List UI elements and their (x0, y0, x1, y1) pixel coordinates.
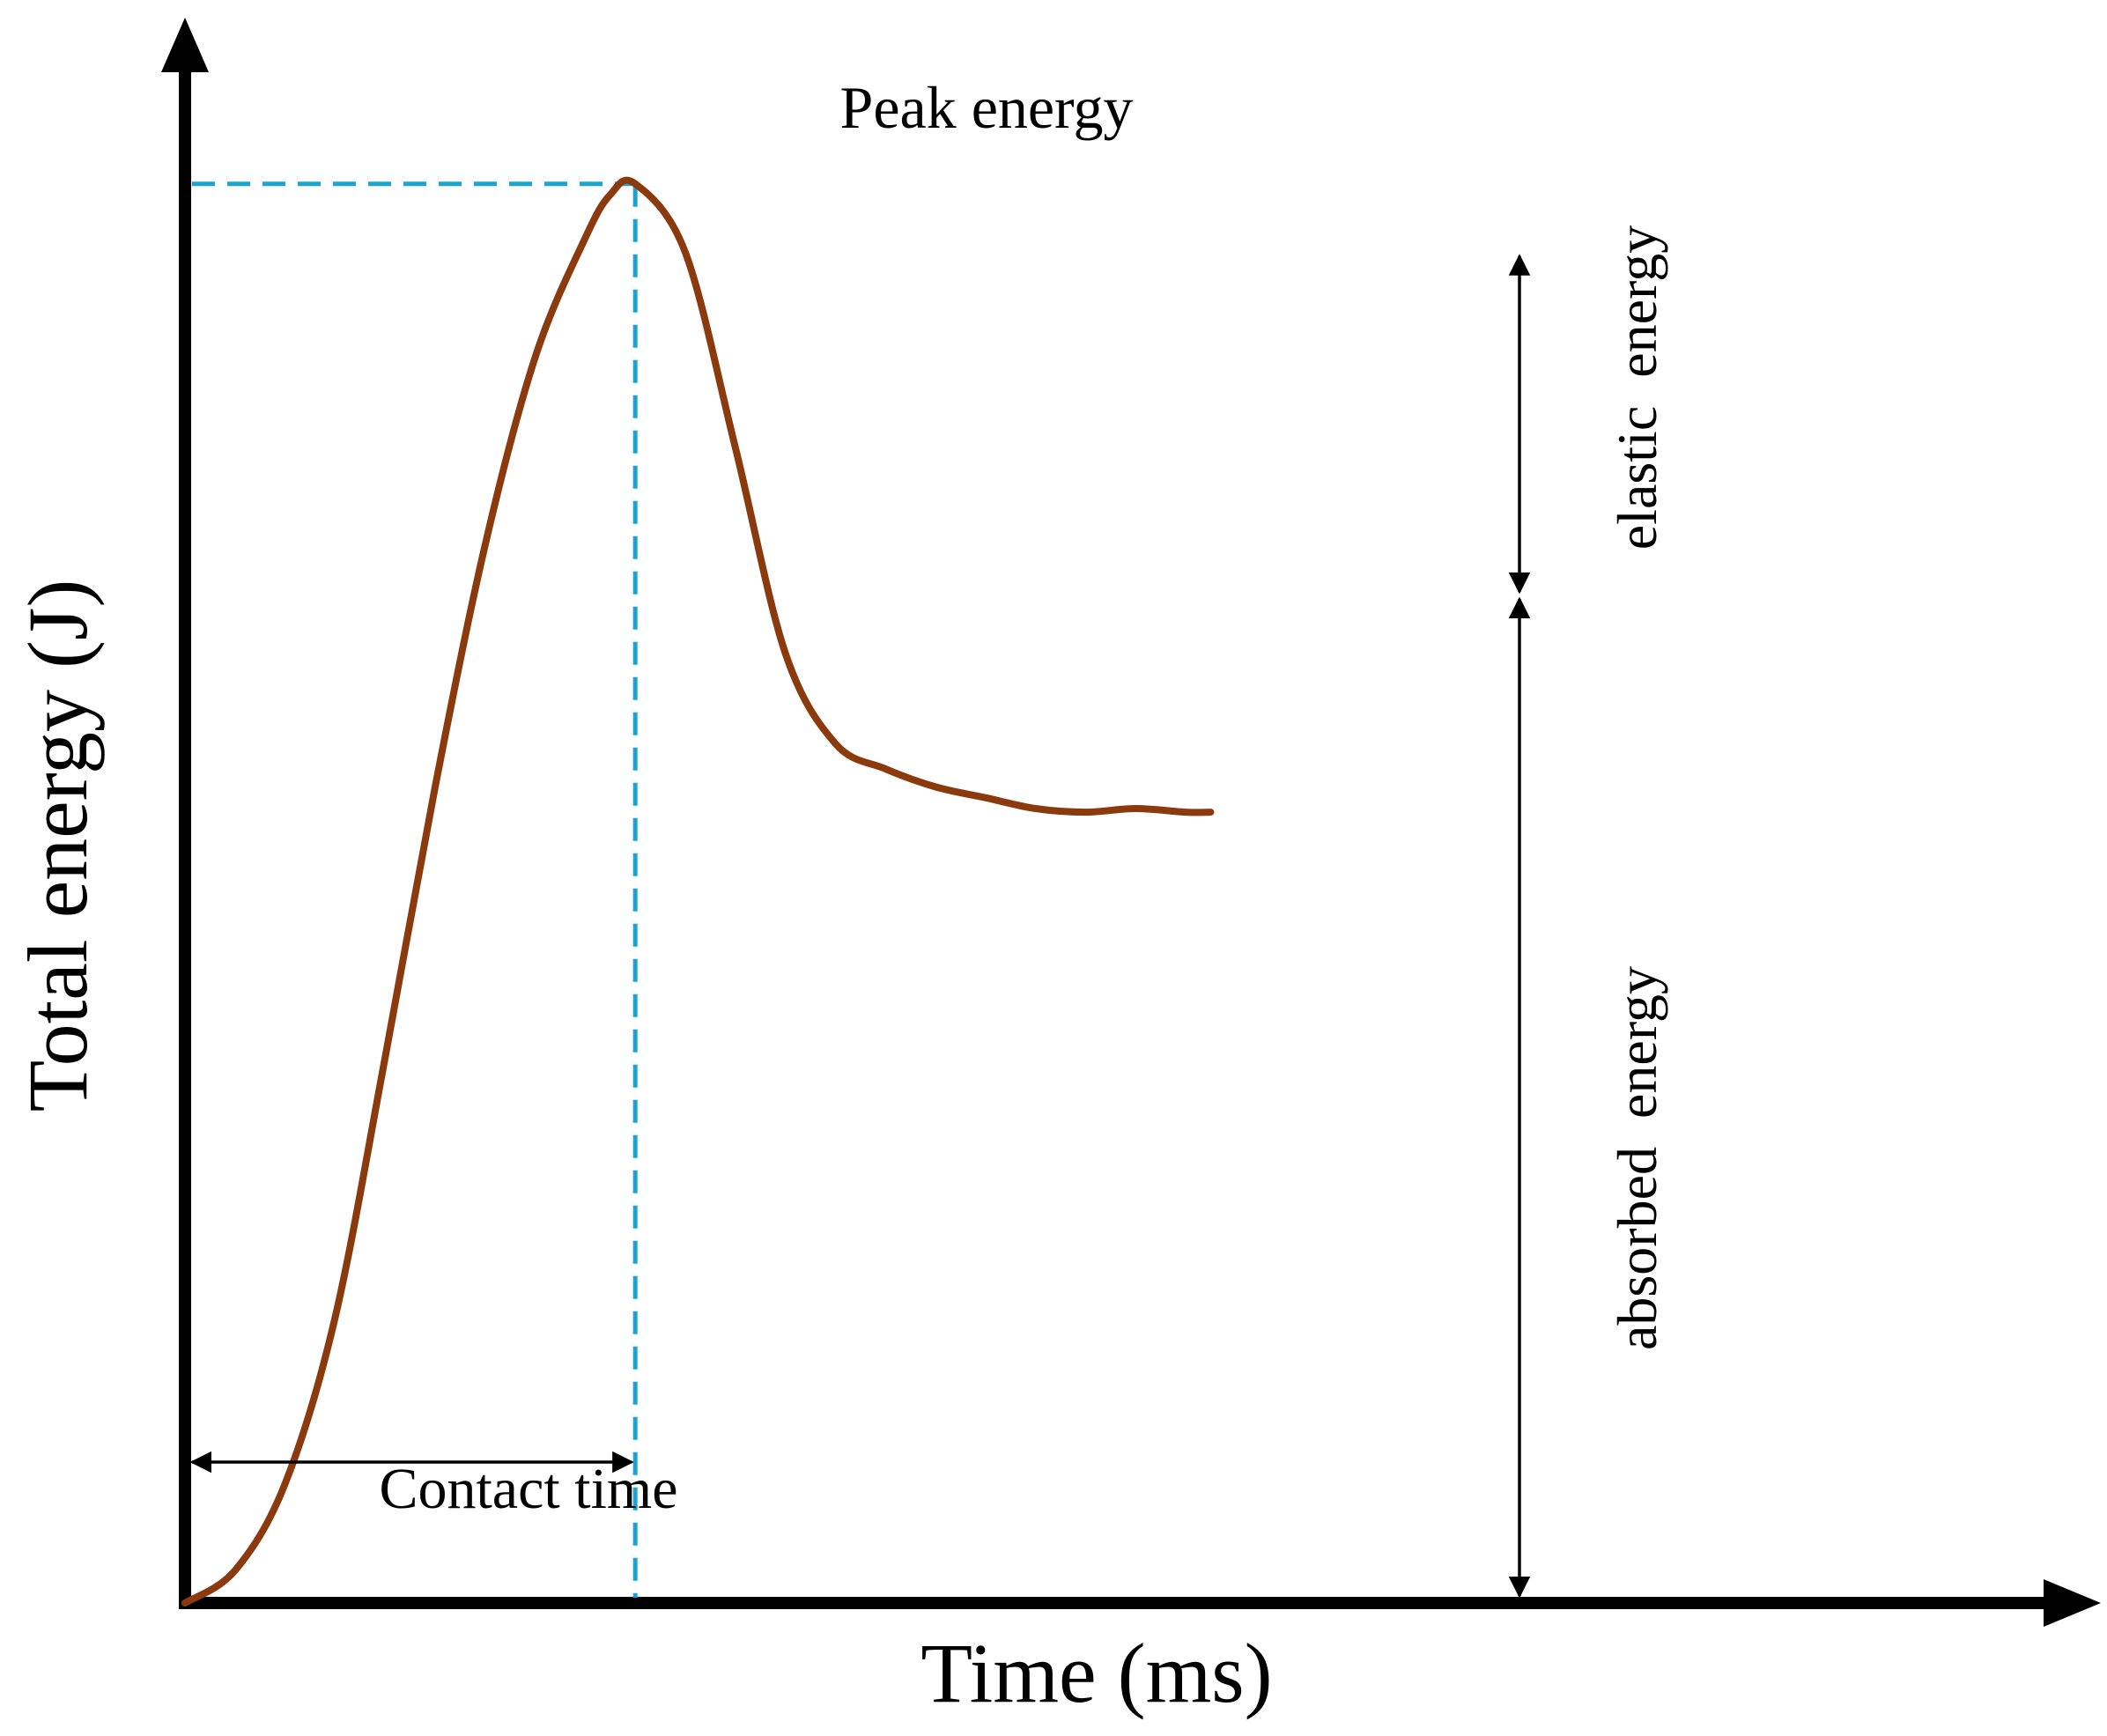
absorbed-energy-label: absorbed energy (1606, 966, 1668, 1350)
elastic-energy-label: elastic energy (1606, 225, 1668, 550)
energy-curve-line (181, 176, 1215, 1607)
x-axis-title: Time (ms) (920, 1626, 1272, 1720)
peak-energy-label: Peak energy (840, 74, 1134, 141)
y-axis-title: Total energy (J) (11, 580, 105, 1112)
y-axis-arrow (161, 18, 209, 72)
x-axis-arrow (2044, 1579, 2101, 1627)
contact-time-label: Contact time (379, 1457, 677, 1521)
